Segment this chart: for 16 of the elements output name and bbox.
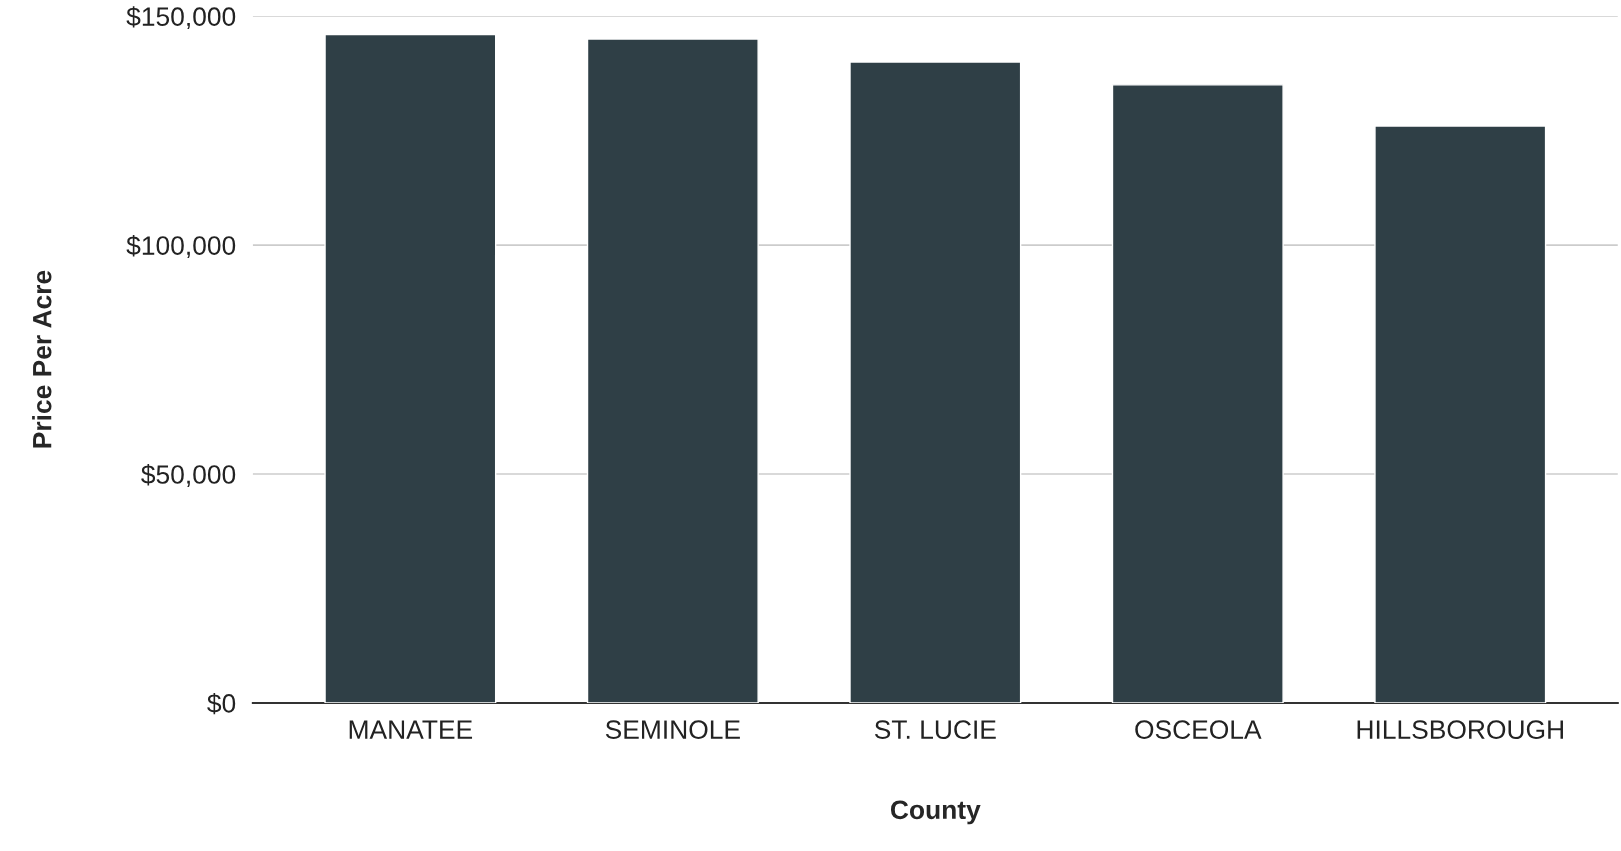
y-axis-title: Price Per Acre <box>32 270 52 448</box>
bar <box>1374 125 1547 703</box>
bar <box>849 61 1022 703</box>
x-tick-label: HILLSBOROUGH <box>1357 720 1563 739</box>
y-tick-label: $150,000 <box>126 6 236 30</box>
bar <box>324 33 497 703</box>
y-tick-label: $50,000 <box>141 464 236 487</box>
y-tick-label: $0 <box>207 692 236 715</box>
x-tick-label: MANATEE <box>349 720 473 739</box>
x-axis-title: County <box>890 800 981 825</box>
x-tick-label: OSCEOLA <box>1135 720 1262 739</box>
y-tick-label: $100,000 <box>126 235 236 259</box>
bar <box>1111 84 1284 703</box>
x-tick-label: SEMINOLE <box>605 720 740 739</box>
bar <box>586 38 759 703</box>
x-tick-label: ST. LUCIE <box>874 720 996 739</box>
